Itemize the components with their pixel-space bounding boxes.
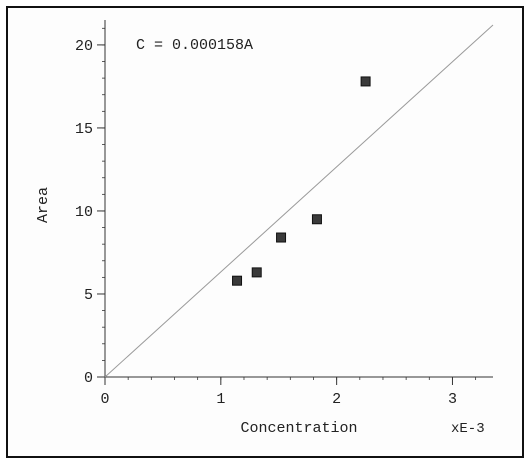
y-axis-label: Area: [35, 187, 52, 223]
x-axis-label: Concentration: [240, 420, 357, 437]
data-point-marker: [276, 232, 287, 243]
x-tick-label: 1: [216, 391, 225, 408]
data-point-marker: [251, 267, 262, 278]
y-tick-label: 0: [84, 370, 93, 387]
data-point-marker: [360, 76, 371, 87]
y-tick-label: 5: [84, 287, 93, 304]
x-axis-multiplier-label: xE-3: [451, 421, 485, 437]
axis-ticks: 0 5 10 15 20 0 1 2 3: [75, 27, 477, 408]
x-tick-label: 3: [448, 391, 457, 408]
x-tick-label: 0: [100, 391, 109, 408]
equation-annotation: C = 0.000158A: [136, 37, 253, 54]
y-tick-label: 20: [75, 38, 93, 55]
x-tick-label: 2: [332, 391, 341, 408]
data-point-marker: [311, 214, 322, 225]
axes: [104, 20, 493, 378]
fit-line-layer: [104, 24, 494, 378]
y-tick-label: 10: [75, 204, 93, 221]
y-tick-label: 15: [75, 121, 93, 138]
data-point-marker: [232, 275, 243, 286]
data-points: [232, 76, 371, 286]
fit-line: [104, 24, 494, 378]
